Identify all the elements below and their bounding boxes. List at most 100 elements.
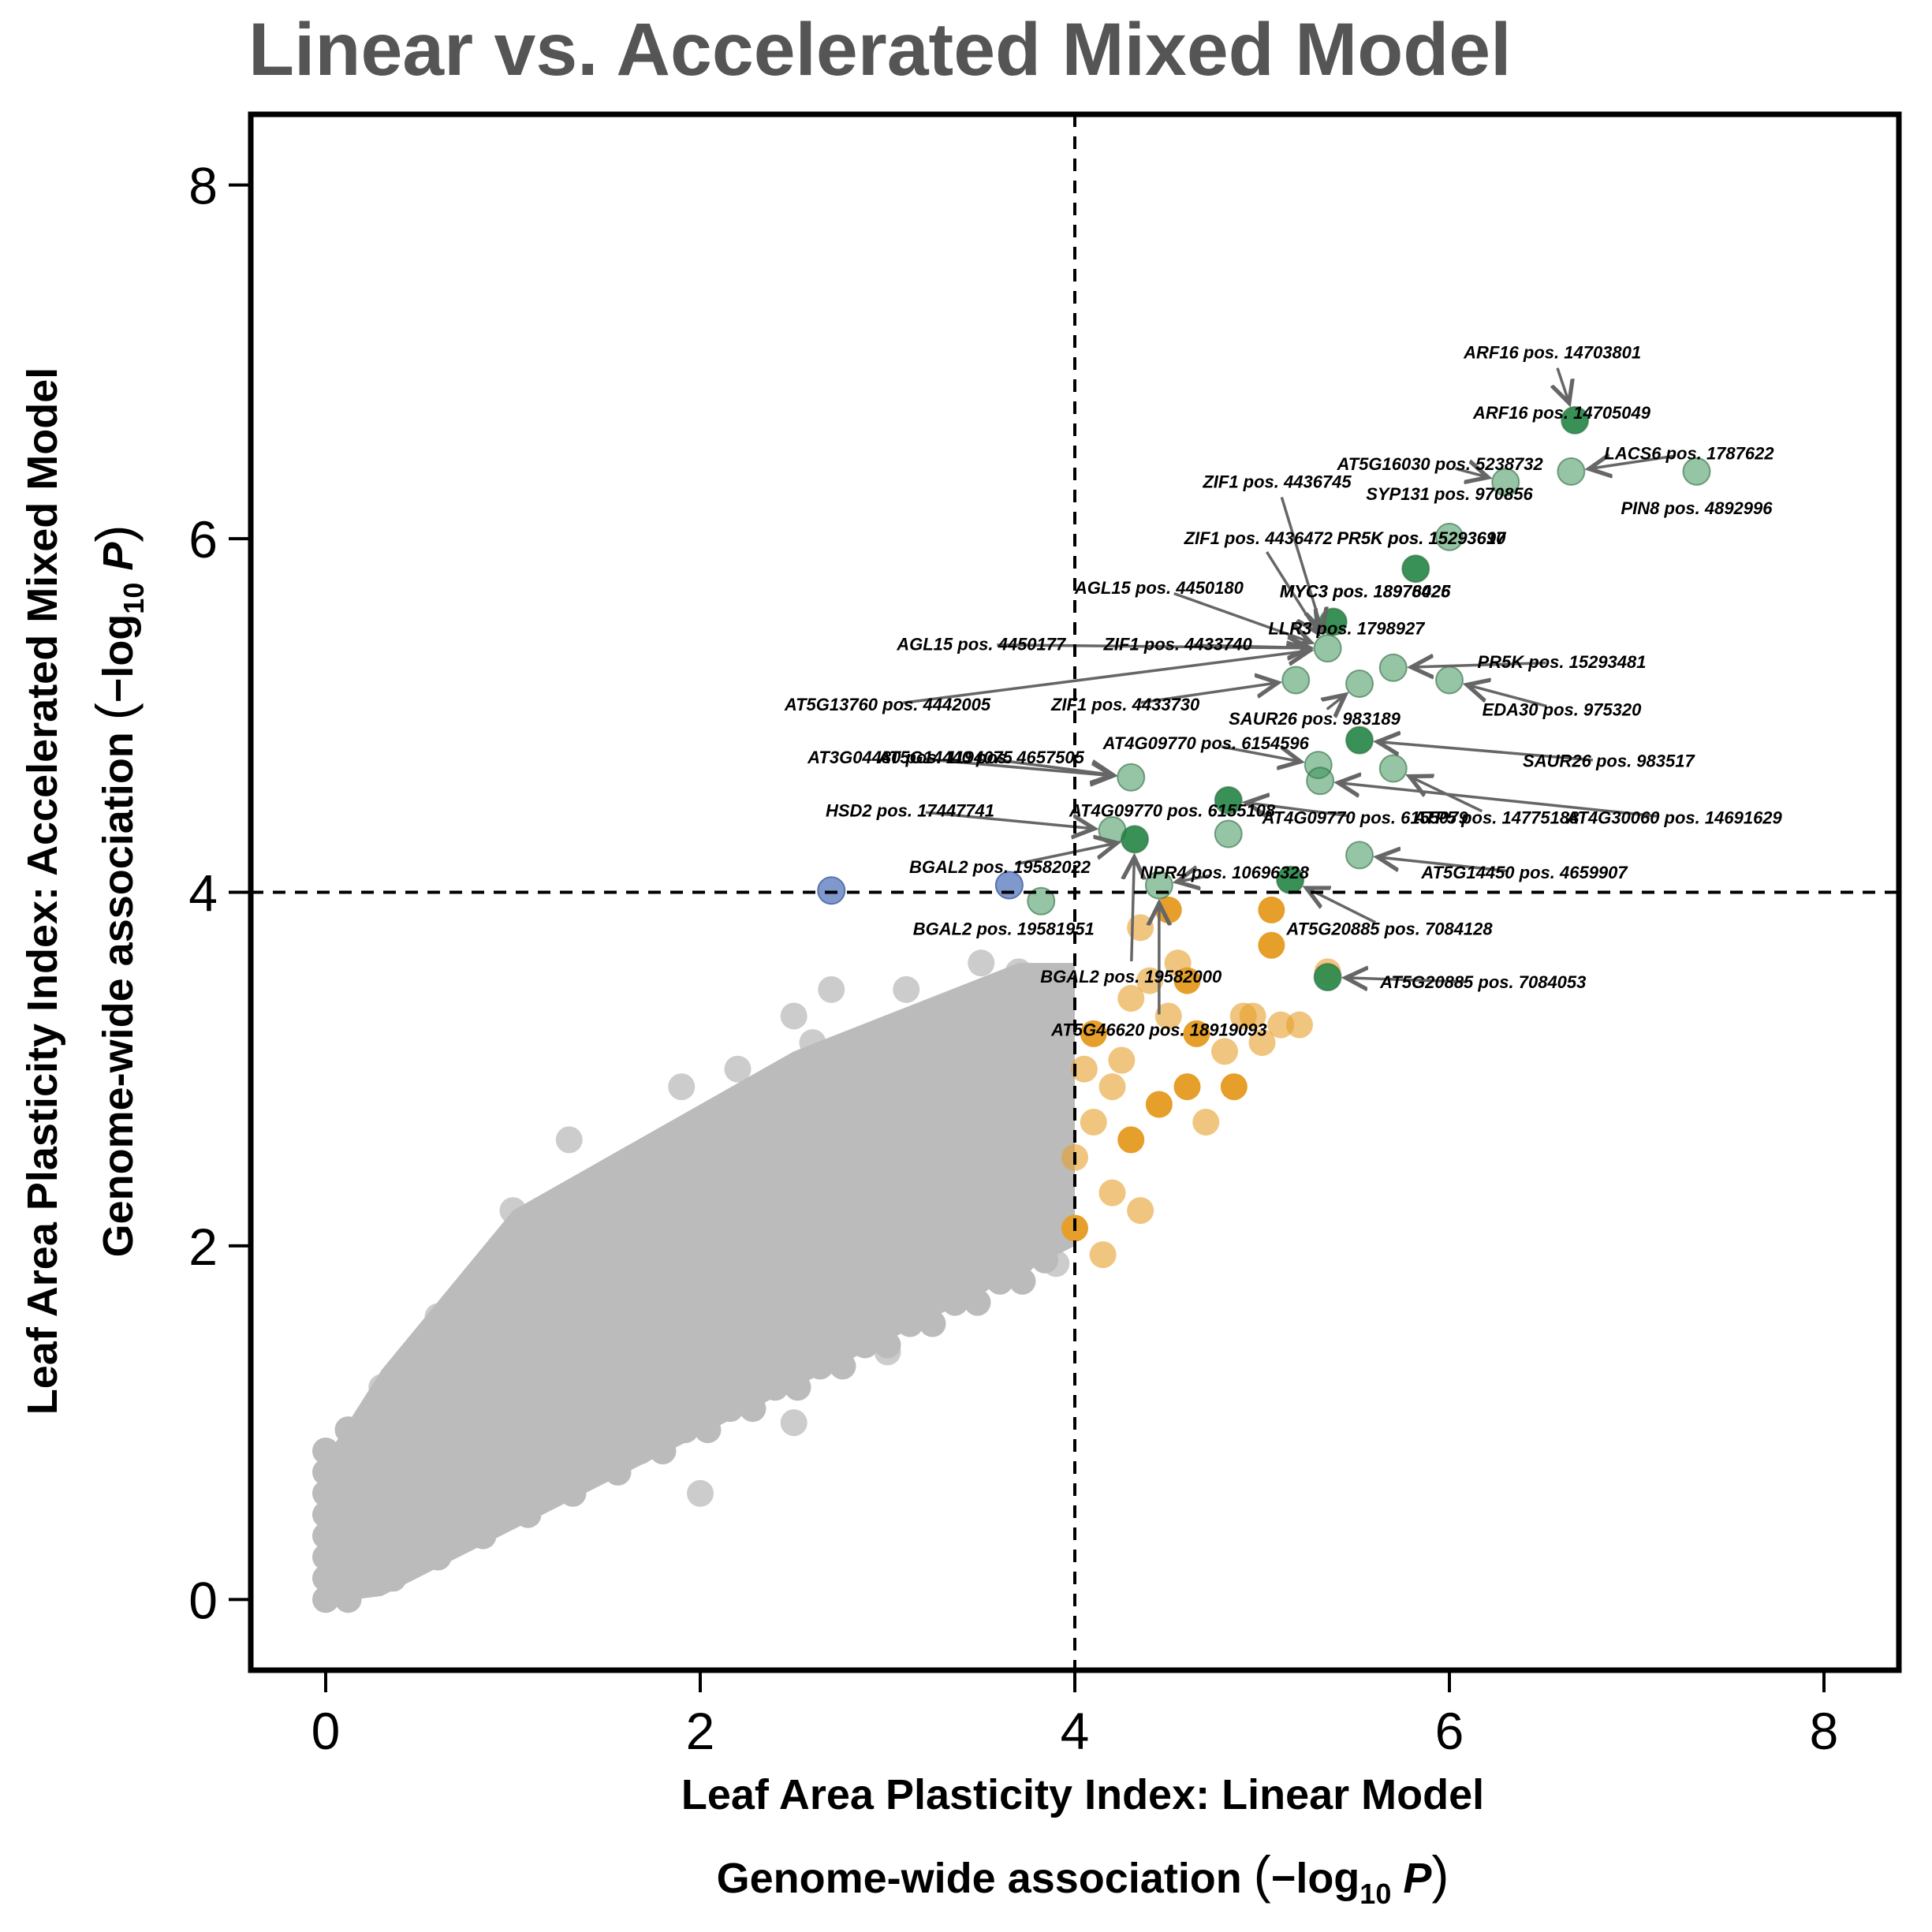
x-axis-label: Leaf Area Plasticity Index: Linear Model [681, 1771, 1484, 1818]
background-point [604, 1352, 632, 1380]
background-point [379, 1501, 407, 1528]
background-point [942, 1289, 968, 1316]
background-point [492, 1501, 519, 1528]
x-only-point [1173, 1073, 1201, 1101]
background-point [334, 1565, 362, 1592]
annotation-label: AT5G46620 pos. 18919093 [1050, 1020, 1267, 1039]
annotation-label: LACS6 pos. 1787622 [1604, 443, 1774, 463]
background-point [424, 1374, 452, 1401]
background-point [717, 1352, 744, 1380]
background-point [1009, 991, 1036, 1019]
background-point [1031, 1162, 1058, 1189]
background-point [649, 1267, 677, 1295]
background-point [852, 1310, 878, 1337]
annotation-arrow [1378, 742, 1594, 762]
background-point [829, 1289, 856, 1316]
x-only-point [1080, 1108, 1107, 1136]
background-point [514, 1331, 542, 1359]
x-axis-log-base: 10 [1359, 1878, 1391, 1910]
background-point [919, 1098, 946, 1125]
background-point [357, 1565, 384, 1592]
annotation-arrow [1140, 683, 1278, 704]
background-point [514, 1416, 542, 1444]
background-point [559, 1289, 587, 1316]
annotation-label: EDA30 pos. 975320 [1483, 700, 1643, 720]
background-point [852, 1119, 878, 1147]
background-point [1009, 1076, 1036, 1104]
background-point [1009, 1267, 1036, 1295]
background-point [807, 1267, 834, 1295]
background-point [604, 1267, 632, 1295]
annotation-arrow [1557, 367, 1569, 403]
y-tick-label: 6 [188, 510, 218, 569]
annotation-arrow [996, 758, 1113, 775]
background-point [964, 1289, 991, 1316]
background-point [537, 1437, 564, 1464]
background-point [357, 1501, 384, 1528]
background-point [919, 1289, 946, 1316]
background-point [469, 1352, 497, 1380]
background-point [555, 1126, 583, 1154]
background-point [582, 1352, 609, 1380]
background-point [968, 949, 995, 977]
background-point [1009, 1013, 1036, 1040]
annotation-label: AT5G16030 pos. 5238732 [1336, 454, 1543, 474]
y-axis-log-var: P [95, 542, 142, 571]
both-significant-point [1098, 816, 1127, 845]
background-point [874, 1289, 901, 1316]
background-point [424, 1501, 452, 1528]
annotation-label: AT5G14440 pos. 4657505 [878, 748, 1085, 767]
background-point [874, 1225, 901, 1252]
background-point [739, 1310, 766, 1337]
background-point [514, 1479, 542, 1507]
background-point [627, 1225, 654, 1252]
background-point [357, 1479, 384, 1507]
background-point [1009, 1183, 1036, 1210]
background-point [604, 1458, 632, 1486]
both-significant-point [1345, 669, 1374, 698]
background-point [807, 1352, 834, 1380]
background-point [852, 1289, 878, 1316]
both-significant-point [1401, 554, 1430, 584]
background-point [402, 1437, 429, 1464]
background-point [919, 1055, 946, 1083]
background-point [582, 1374, 609, 1401]
background-point [784, 1374, 811, 1401]
background-point [874, 1162, 901, 1189]
background-point [672, 1204, 699, 1232]
background-point [627, 1395, 654, 1423]
background-point [874, 1310, 901, 1337]
background-point [897, 1246, 923, 1274]
background-point [537, 1374, 564, 1401]
background-point [469, 1416, 497, 1444]
background-point [942, 1098, 968, 1125]
y-axis-label-sub: Genome-wide association (−log10 P) [85, 525, 150, 1258]
annotation-label: AT5G13760 pos. 4442005 [784, 695, 991, 714]
background-point [717, 1374, 744, 1401]
background-point [649, 1395, 677, 1423]
background-point [604, 1246, 632, 1274]
background-point [627, 1331, 654, 1359]
background-point [649, 1246, 677, 1274]
background-point [559, 1352, 587, 1380]
background-point [334, 1437, 362, 1464]
annotation-label: SAUR26 pos. 983189 [1229, 709, 1401, 729]
background-point [694, 1246, 722, 1274]
background-point [379, 1395, 407, 1423]
background-point [447, 1395, 474, 1423]
background-point [357, 1543, 384, 1571]
background-point [784, 1331, 811, 1359]
x-only-point [1258, 896, 1285, 923]
annotation-label: AT4G09770 pos. 6155108 [1069, 800, 1276, 820]
annotation-arrow [1378, 857, 1509, 873]
axes: 0 2 4 6 8 0 2 4 6 8 [188, 111, 1902, 1760]
y-axis-label-prefix: Genome-wide association [95, 732, 142, 1257]
y-tick-label: 4 [188, 864, 218, 923]
background-point [964, 1140, 991, 1168]
background-point [559, 1310, 587, 1337]
background-point [334, 1479, 362, 1507]
background-point [582, 1395, 609, 1423]
x-tick-label: 4 [1061, 1702, 1090, 1760]
background-point [672, 1225, 699, 1252]
background-point [402, 1479, 429, 1507]
